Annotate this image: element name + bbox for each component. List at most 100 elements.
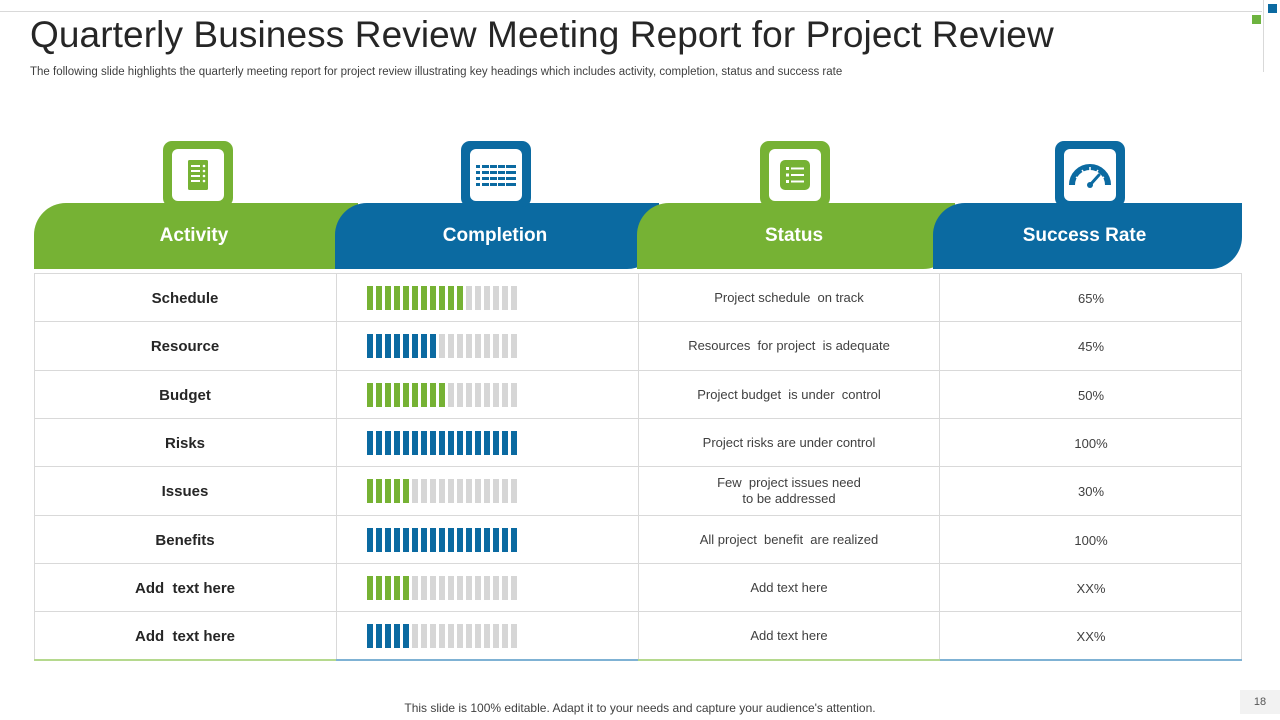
completion-segment-filled (430, 431, 436, 455)
completion-segment-empty (475, 576, 481, 600)
completion-segment-filled (403, 528, 409, 552)
completion-segment-empty (502, 286, 508, 310)
completion-segment-filled (394, 383, 400, 407)
completion-cell (336, 322, 638, 370)
header-activity: Activity (34, 203, 358, 269)
completion-segment-filled (394, 624, 400, 648)
completion-bar-meter (367, 576, 517, 600)
completion-segment-filled (385, 431, 391, 455)
completion-segment-filled (511, 528, 517, 552)
completion-segment-filled (376, 479, 382, 503)
completion-segment-filled (367, 528, 373, 552)
completion-segment-empty (421, 624, 427, 648)
completion-bar-meter (367, 383, 517, 407)
completion-segment-empty (502, 576, 508, 600)
completion-segment-empty (466, 624, 472, 648)
completion-segment-empty (430, 576, 436, 600)
completion-segment-empty (439, 479, 445, 503)
completion-segment-filled (367, 334, 373, 358)
table-row: Resource Resources for project is adequat… (34, 321, 1242, 370)
completion-segment-empty (493, 479, 499, 503)
corner-square-blue (1268, 4, 1277, 13)
completion-bar-meter (367, 624, 517, 648)
completion-cell (336, 371, 638, 419)
completion-segment-filled (475, 528, 481, 552)
completion-cell (336, 564, 638, 612)
completion-segment-empty (511, 576, 517, 600)
completion-segment-empty (439, 576, 445, 600)
completion-segment-filled (385, 383, 391, 407)
status-cell: Add text here (750, 580, 828, 595)
completion-segment-empty (484, 286, 490, 310)
completion-segment-filled (403, 334, 409, 358)
completion-bar-meter (367, 334, 517, 358)
success-rate-cell: 65% (1077, 290, 1105, 306)
completion-segment-filled (385, 528, 391, 552)
completion-segment-filled (412, 286, 418, 310)
header-success-rate: Success Rate (933, 203, 1242, 269)
table-row: Budget Project budget is under control 50% (34, 370, 1242, 419)
completion-segment-filled (412, 528, 418, 552)
completion-segment-filled (376, 286, 382, 310)
table-row: Risks Project risks are under control 100% (34, 418, 1242, 467)
completion-segment-empty (511, 334, 517, 358)
completion-segment-empty (511, 286, 517, 310)
completion-segment-filled (376, 431, 382, 455)
progress-bars-icon (476, 164, 516, 187)
completion-segment-filled (421, 286, 427, 310)
completion-segment-filled (448, 286, 454, 310)
completion-segment-empty (484, 576, 490, 600)
completion-segment-empty (484, 383, 490, 407)
activity-cell: Risks (164, 434, 206, 452)
completion-segment-filled (367, 576, 373, 600)
completion-bar-meter (367, 286, 517, 310)
completion-segment-filled (457, 286, 463, 310)
completion-segment-filled (385, 576, 391, 600)
document-list-icon (188, 160, 208, 190)
completion-segment-filled (385, 624, 391, 648)
completion-segment-filled (376, 383, 382, 407)
completion-segment-filled (421, 383, 427, 407)
completion-segment-empty (475, 383, 481, 407)
completion-segment-empty (448, 479, 454, 503)
completion-bar-meter (367, 528, 517, 552)
completion-segment-empty (457, 624, 463, 648)
corner-square-green (1252, 15, 1261, 24)
checklist-icon (780, 160, 810, 190)
status-cell: Project risks are under control (702, 435, 876, 450)
status-cell: Few project issues need to be addressed (717, 475, 861, 506)
completion-segment-filled (403, 431, 409, 455)
completion-segment-filled (403, 383, 409, 407)
activity-cell: Resource (150, 337, 220, 355)
completion-segment-filled (493, 431, 499, 455)
table-row: Schedule Project schedule on track 65% (34, 273, 1242, 322)
completion-segment-empty (475, 624, 481, 648)
activity-cell: Budget (159, 386, 211, 404)
completion-segment-empty (475, 334, 481, 358)
completion-segment-filled (493, 528, 499, 552)
success-rate-cell: 100% (1074, 532, 1108, 548)
completion-segment-filled (385, 286, 391, 310)
completion-segment-empty (430, 479, 436, 503)
completion-icon-box (461, 141, 531, 207)
completion-segment-empty (475, 286, 481, 310)
success-rate-cell: XX% (1076, 628, 1106, 644)
completion-segment-filled (502, 431, 508, 455)
table-row: Add text here Add text here XX% (34, 611, 1242, 660)
completion-segment-filled (403, 286, 409, 310)
completion-segment-filled (475, 431, 481, 455)
completion-segment-filled (421, 431, 427, 455)
header-success-rate-label: Success Rate (1022, 225, 1147, 246)
completion-segment-empty (421, 576, 427, 600)
success-rate-cell: 30% (1077, 483, 1105, 499)
completion-segment-empty (493, 624, 499, 648)
completion-segment-filled (457, 528, 463, 552)
completion-segment-empty (484, 624, 490, 648)
completion-segment-filled (430, 383, 436, 407)
completion-cell (336, 467, 638, 515)
completion-segment-empty (457, 334, 463, 358)
completion-segment-empty (493, 383, 499, 407)
completion-segment-empty (457, 479, 463, 503)
completion-segment-empty (493, 334, 499, 358)
completion-segment-filled (421, 334, 427, 358)
